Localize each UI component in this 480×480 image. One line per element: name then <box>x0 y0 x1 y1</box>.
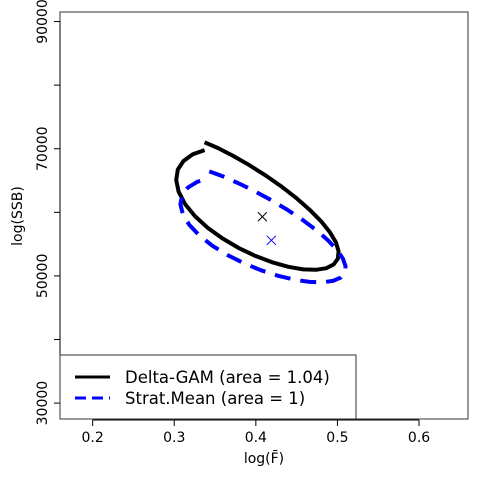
y-tick-label: 90000 <box>35 0 51 44</box>
center-marker-strat-mean <box>266 235 277 246</box>
y-tick-label: 50000 <box>35 254 51 299</box>
series-layer <box>174 140 348 285</box>
center-marker-delta-gam <box>257 211 268 222</box>
y-axis-title: log(SSB) <box>10 186 26 246</box>
legend-box <box>59 354 357 420</box>
x-axis: 0.2 0.3 0.4 0.5 0.6 <box>82 419 430 446</box>
x-tick-label: 0.3 <box>163 430 185 446</box>
legend: Delta-GAM (area = 1.04) Strat.Mean (area … <box>59 354 357 420</box>
x-tick-label: 0.5 <box>326 430 348 446</box>
x-axis-title: log(F̄) <box>244 449 284 467</box>
y-tick-label: 30000 <box>35 381 51 426</box>
x-tick-label: 0.2 <box>82 430 104 446</box>
confidence-ellipse-delta-gam <box>174 140 341 272</box>
legend-label: Delta-GAM (area = 1.04) <box>125 368 330 387</box>
x-tick-label: 0.6 <box>408 430 430 446</box>
y-axis: 30000 50000 70000 90000 <box>35 0 61 426</box>
legend-label: Strat.Mean (area = 1) <box>125 389 305 408</box>
y-tick-label: 70000 <box>35 126 51 171</box>
confidence-ellipse-strat-mean <box>178 169 348 285</box>
x-tick-label: 0.4 <box>245 430 267 446</box>
